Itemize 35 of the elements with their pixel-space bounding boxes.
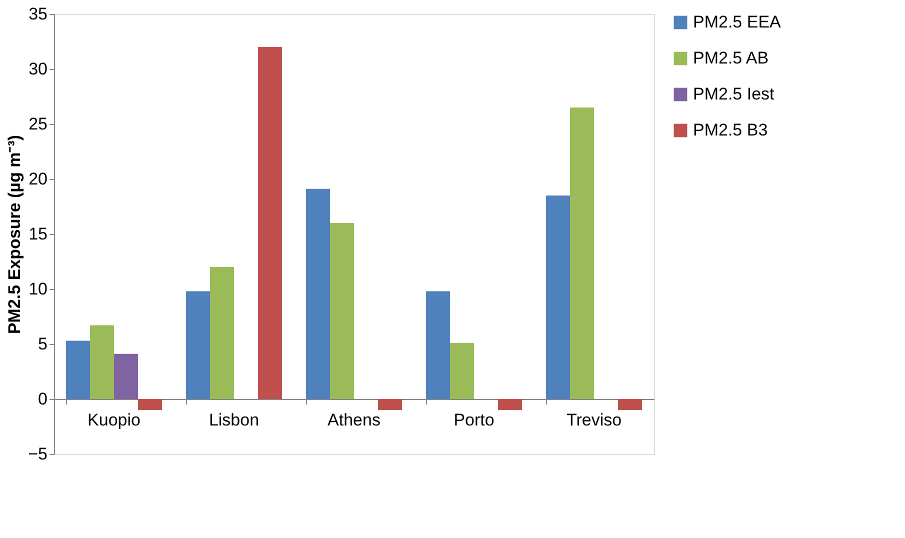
bar <box>186 291 210 399</box>
legend-label: PM2.5 B3 <box>693 120 768 140</box>
bar <box>90 325 114 399</box>
y-tick-label: 25 <box>28 114 48 134</box>
y-tick-label: 35 <box>28 4 48 24</box>
bar <box>450 342 474 399</box>
x-tick-label: Lisbon <box>208 410 260 430</box>
bar <box>306 188 330 399</box>
y-tick-label: 30 <box>28 60 48 78</box>
y-tick-label: 5 <box>38 334 48 354</box>
y-tick-label: 0 <box>38 390 48 408</box>
bar <box>210 267 234 399</box>
bar <box>330 223 354 399</box>
legend-label: PM2.5 EEA <box>693 12 782 32</box>
legend-label: PM2.5 AB <box>693 48 769 68</box>
bar <box>618 399 642 410</box>
y-tick-label: −5 <box>28 444 48 464</box>
bar <box>258 47 282 399</box>
y-tick-label: 20 <box>28 170 48 188</box>
x-tick-label: Treviso <box>566 410 622 430</box>
x-tick-label: Kuopio <box>88 410 140 430</box>
y-tick-label: 10 <box>28 280 48 298</box>
bar <box>570 108 594 399</box>
bar <box>66 340 90 399</box>
legend-label: PM2.5 Iest <box>693 84 775 104</box>
bar <box>114 354 138 399</box>
y-tick-label: 15 <box>28 224 48 244</box>
x-tick-label: Porto <box>454 410 494 430</box>
bar <box>498 399 522 410</box>
bar <box>138 399 162 410</box>
bar <box>426 291 450 399</box>
bar <box>378 399 402 410</box>
y-axis-title: PM2.5 Exposure (µg m⁻³) <box>5 134 24 334</box>
bar <box>546 196 570 399</box>
x-tick-label: Athens <box>328 410 380 430</box>
